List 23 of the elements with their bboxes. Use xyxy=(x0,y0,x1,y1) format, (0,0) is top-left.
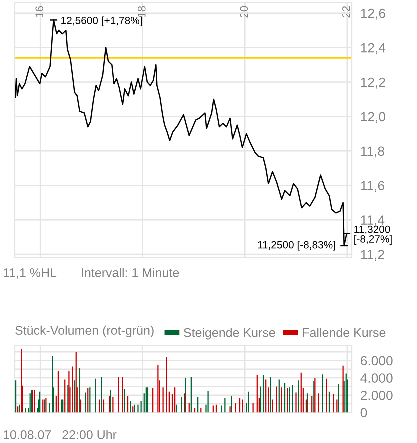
y-tick-label: 11,2 xyxy=(361,250,384,262)
y-tick-label: 4.000 xyxy=(360,374,393,383)
text: Intervall: 1 Minute xyxy=(82,268,180,278)
chart-title: Stück-Volumen (rot-grün) xyxy=(16,326,154,338)
text: 10.08.07 22:00 Uhr xyxy=(4,430,117,440)
annotation: 11,3200 [-8,27%] xyxy=(354,226,392,245)
y-tick-label: 2.000 xyxy=(360,390,393,400)
y-tick-label: 11,6 xyxy=(361,181,384,192)
annotation: 11,2500 [-8,83%] xyxy=(258,241,336,251)
y-tick-label: 12,2 xyxy=(361,78,386,89)
y-tick-label: 12,4 xyxy=(361,43,386,54)
y-tick-label: 0 xyxy=(360,408,368,418)
y-tick-label: 11,8 xyxy=(361,146,384,158)
legend-label: Steigende Kurse xyxy=(184,328,276,340)
y-tick-label: 6.000 xyxy=(361,356,393,366)
legend-label: Fallende Kurse xyxy=(303,328,386,338)
y-tick-label: 12,6 xyxy=(361,8,386,20)
text: 11,1 %HL xyxy=(4,268,57,279)
annotation: 12,5600 [+1,78%] xyxy=(62,16,142,26)
x-tick-label: 16 xyxy=(36,6,44,18)
y-tick-label: 12,0 xyxy=(361,112,386,124)
x-tick-label: 18 xyxy=(138,6,146,18)
y-tick-label: 11,4 xyxy=(361,216,385,227)
